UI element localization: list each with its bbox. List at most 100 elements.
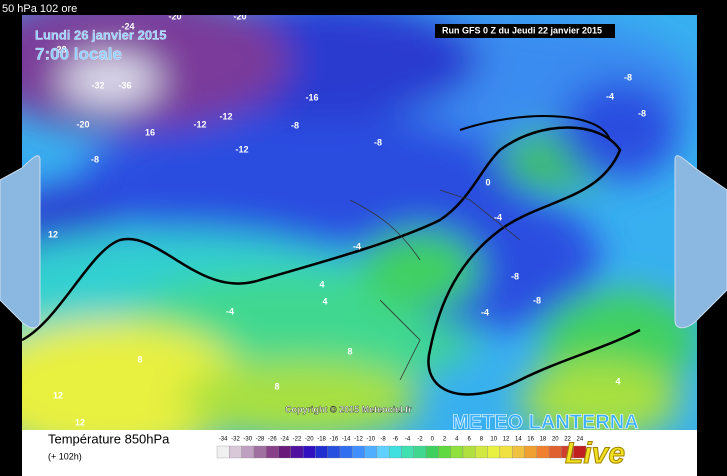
scale-swatch	[462, 445, 476, 459]
contour-label: -12	[219, 111, 232, 121]
scale-label: -14	[342, 437, 351, 443]
date: Lundi 26 janvier 2015	[35, 27, 167, 42]
contour-label: -8	[91, 154, 99, 164]
scale-label: -10	[366, 437, 375, 443]
contour-label: 8	[274, 381, 279, 391]
scale-swatch	[315, 445, 328, 459]
contour-label: 0	[485, 177, 490, 187]
contour-label: -20	[233, 11, 246, 21]
scale-swatch	[266, 445, 279, 459]
scale-swatch	[450, 445, 464, 459]
contour-label: 8	[347, 346, 352, 356]
scale-swatch	[352, 445, 365, 459]
scale-label: 0	[431, 437, 435, 443]
scale-label: -28	[256, 437, 265, 443]
scale-label: -6	[393, 437, 399, 443]
copyright: Copyright © 2015 Meteociel.fr	[285, 404, 412, 414]
contour-label: -28	[53, 44, 66, 54]
contour-label: -12	[235, 144, 248, 154]
scale-label: -32	[231, 437, 240, 443]
scale-label: 4	[455, 437, 459, 443]
contour-label: -32	[91, 80, 104, 90]
scale-swatch	[536, 445, 550, 459]
scale-label: -18	[317, 437, 326, 443]
brand-live: Live	[565, 437, 625, 470]
scale-label: -30	[243, 437, 252, 443]
contour-label: -4	[353, 241, 361, 251]
scale-label: 6	[467, 437, 471, 443]
scale-label: 8	[480, 437, 484, 443]
scale-label: -34	[219, 437, 228, 443]
scale-swatch	[487, 445, 501, 459]
next-arrow[interactable]	[674, 155, 727, 329]
scale-swatch	[425, 445, 439, 459]
scale-label: 12	[503, 437, 510, 443]
scale-swatch	[302, 445, 316, 459]
scale-swatch	[524, 445, 537, 459]
contour-label: -20	[168, 11, 181, 21]
scale-swatch	[253, 445, 267, 459]
scale-swatch	[216, 445, 230, 459]
top-bar-text: 50 hPa 102 ore	[2, 3, 77, 15]
scale-label: -2	[417, 437, 423, 443]
scale-label: -12	[354, 437, 363, 443]
scale-swatch	[278, 445, 291, 459]
contour-label: 12	[75, 417, 85, 427]
scale-label: -24	[280, 437, 289, 443]
contour-label: -4	[494, 212, 502, 222]
scale-label: 22	[564, 437, 571, 443]
scale-label: 2	[443, 437, 447, 443]
temperature-map: -24-20 -20-28-32 -36-20-16-12-12-8-12-8-8-…	[22, 11, 697, 430]
scale-swatch	[364, 445, 378, 459]
scale-swatch	[413, 445, 427, 459]
scale-label: -16	[330, 437, 339, 443]
legend-title: Température 850hPa	[48, 431, 170, 446]
contour-label: -8	[624, 72, 632, 82]
scale-swatch	[438, 445, 451, 459]
contour-label: -4	[481, 307, 489, 317]
scale-label: 20	[552, 437, 559, 443]
scale-swatch	[548, 445, 562, 459]
contour-label: -16	[305, 92, 318, 102]
contour-label: 8	[137, 354, 142, 364]
scale-swatch	[475, 445, 488, 459]
contour-label: -4	[226, 306, 234, 316]
scale-swatch	[401, 445, 414, 459]
contour-label: -8	[638, 108, 646, 118]
contour-label: -4	[606, 91, 614, 101]
run-info: Run GFS 0 Z du Jeudi 22 janvier 2015	[442, 25, 602, 35]
previous-arrow[interactable]	[0, 155, 41, 329]
contour-label: 16	[145, 127, 155, 137]
contour-label: -20	[76, 119, 89, 129]
scale-swatch	[376, 445, 390, 459]
scale-label: -8	[380, 437, 386, 443]
scale-label: -20	[305, 437, 314, 443]
contour-label: -8	[511, 271, 519, 281]
contour-label: 12	[53, 390, 63, 400]
lead-time: (+ 102h)	[48, 451, 82, 461]
scale-label: 14	[515, 437, 522, 443]
scale-label: 24	[577, 437, 584, 443]
scale-label: 16	[527, 437, 534, 443]
scale-swatch	[229, 445, 242, 459]
scale-swatch	[573, 445, 587, 459]
scale-swatch	[499, 445, 513, 459]
time: 7:00 locale	[35, 44, 122, 63]
contour-label: -8	[291, 120, 299, 130]
contour-label: -12	[193, 119, 206, 129]
contour-label: 4	[615, 376, 620, 386]
scale-swatch	[241, 445, 255, 459]
scale-swatch	[512, 445, 525, 459]
scale-label: -4	[405, 437, 411, 443]
contour-label: -36	[118, 80, 131, 90]
contour-label: 4	[319, 279, 324, 289]
brand: METEO LANTERNA	[452, 411, 639, 433]
scale-label: 10	[490, 437, 497, 443]
scale-label: 18	[540, 437, 547, 443]
contour-label: 12	[48, 229, 58, 239]
contour-label: -8	[374, 137, 382, 147]
scale-swatch	[339, 445, 353, 459]
scale-swatch	[290, 445, 304, 459]
scale-label: -26	[268, 437, 277, 443]
